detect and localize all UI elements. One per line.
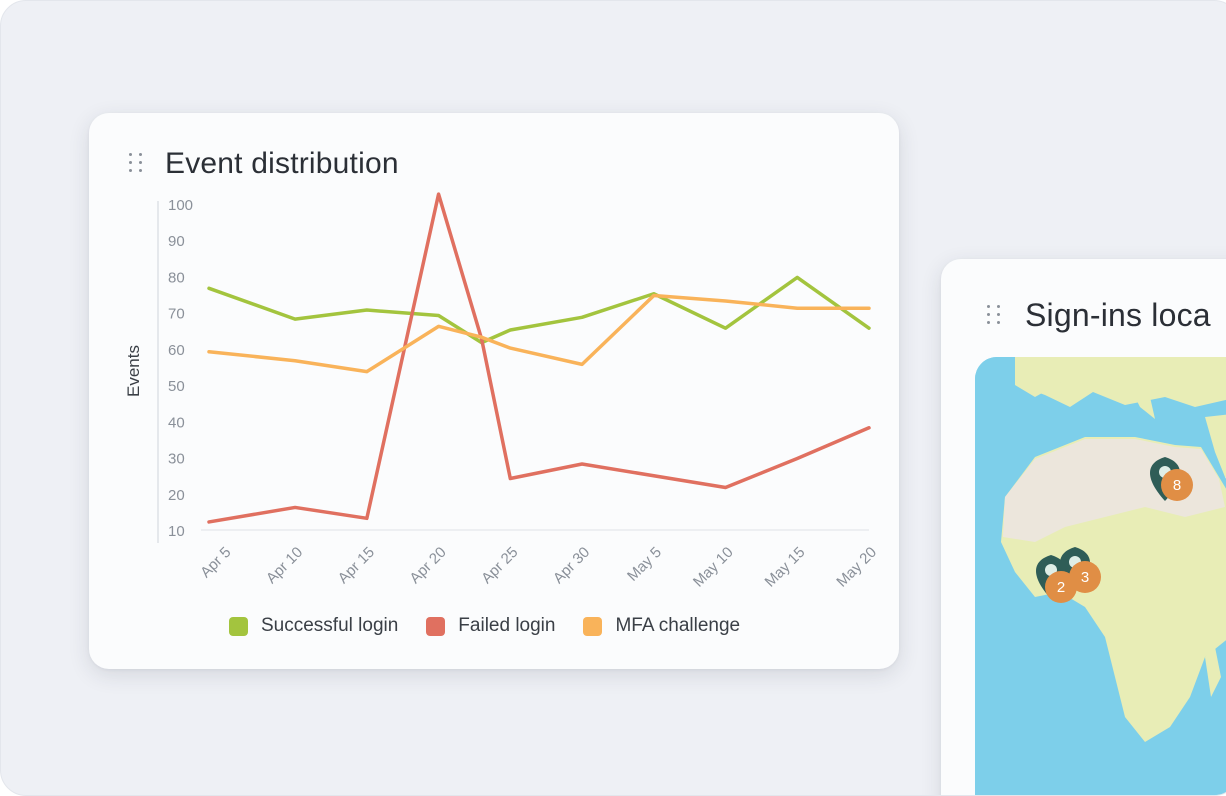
y-tick-label: 90	[168, 233, 185, 250]
drag-handle-icon[interactable]	[129, 153, 143, 172]
chart-legend: Successful login Failed login MFA challe…	[229, 615, 740, 637]
y-axis: 100 90 80 70 60 50 40 30 20 10 Events	[124, 197, 193, 543]
legend-swatch	[229, 616, 248, 636]
x-tick-label: Apr 10	[263, 544, 306, 587]
land-middle-east	[1205, 414, 1226, 479]
y-tick-label: 70	[168, 306, 185, 323]
pin-count-badge[interactable]	[1045, 571, 1077, 603]
legend-swatch	[583, 616, 603, 636]
land-iberia	[1015, 357, 1090, 397]
x-tick-label: May 10	[690, 544, 737, 591]
drag-handle-icon[interactable]	[987, 305, 1001, 324]
land-madagascar	[1205, 647, 1221, 697]
legend-label: Successful login	[261, 615, 399, 636]
chart-series	[207, 192, 871, 524]
legend-item-successful-login[interactable]: Successful login	[229, 615, 398, 637]
legend-item-failed-login[interactable]: Failed login	[426, 615, 555, 637]
x-tick-label: Apr 5	[197, 544, 234, 581]
series-line-failed-login	[207, 192, 871, 524]
y-tick-label: 10	[168, 523, 185, 540]
y-axis-title: Events	[124, 345, 143, 397]
legend-item-mfa-challenge[interactable]: MFA challenge	[583, 615, 740, 637]
x-tick-label: Apr 15	[335, 544, 378, 587]
x-axis: Apr 5 Apr 10 Apr 15 Apr 20 Apr 25 Apr 30 May 5…	[197, 529, 880, 591]
land-italy	[1125, 375, 1155, 419]
pin-count-label: 8	[1173, 477, 1181, 494]
series-line-mfa-challenge	[207, 293, 871, 374]
pin-count-label: 3	[1081, 569, 1089, 586]
legend-label: Failed login	[458, 615, 556, 636]
x-tick-label: May 20	[833, 544, 880, 591]
y-tick-label: 30	[168, 451, 185, 468]
y-tick-label: 80	[168, 269, 185, 286]
card-title: Sign-ins loca	[1025, 297, 1211, 333]
pin-count-label: 2	[1057, 579, 1065, 596]
y-tick-label: 60	[168, 342, 185, 359]
event-distribution-card: Event distribution 100 90 80 70 60 50 40 30 20 10…	[89, 113, 899, 669]
y-tick-label: 50	[168, 378, 185, 395]
map-pins: 8 32	[1036, 457, 1193, 603]
legend-swatch	[426, 616, 446, 636]
pin-count-badge[interactable]	[1161, 469, 1193, 501]
y-tick-label: 20	[168, 487, 185, 504]
legend-label: MFA challenge	[615, 615, 741, 636]
y-tick-label: 40	[168, 414, 185, 431]
x-tick-label: Apr 20	[406, 544, 449, 587]
x-tick-label: Apr 30	[550, 544, 593, 587]
x-tick-label: May 5	[624, 544, 665, 585]
x-tick-label: Apr 25	[478, 544, 521, 587]
card-title: Event distribution	[165, 147, 399, 180]
series-line-successful-login	[207, 275, 871, 345]
y-tick-label: 100	[168, 197, 193, 214]
x-tick-label: May 15	[762, 544, 809, 591]
pin-count-badge[interactable]	[1069, 561, 1101, 593]
